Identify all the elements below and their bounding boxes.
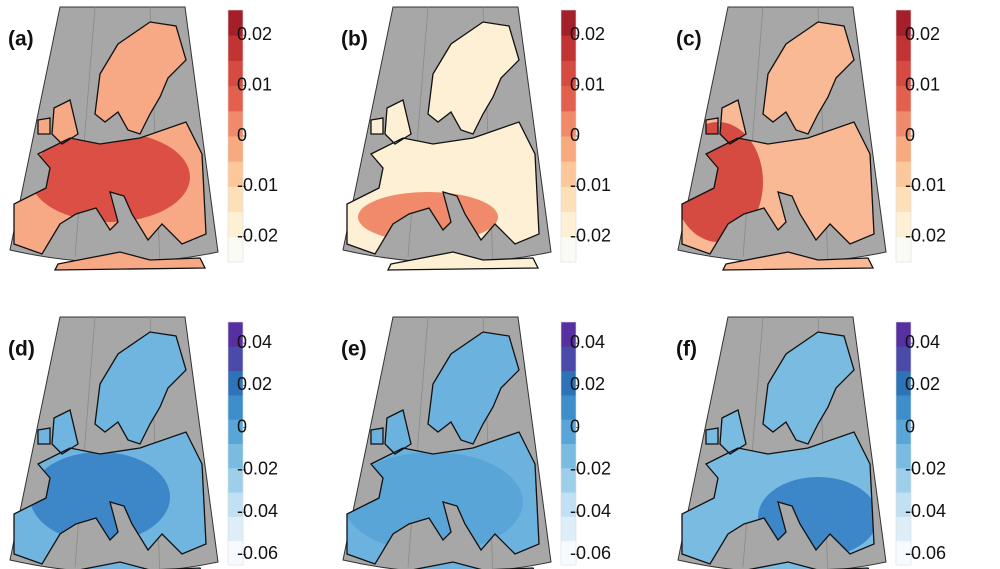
panel: (f) 0.04 0.02 0 -0.02 -0.04 -0.06 (668, 312, 946, 569)
colorbar-tick-label: -0.06 (237, 543, 278, 563)
colorbar-tick-label: 0.02 (905, 24, 940, 44)
colorbar-tick-label: -0.06 (905, 543, 946, 563)
colorbar-tick-label: -0.04 (237, 501, 278, 521)
colorbar-tick-label: 0 (237, 416, 247, 436)
colorbar-tick-label: -0.01 (905, 175, 946, 195)
panel-label: (f) (676, 338, 697, 361)
panel-label: (d) (8, 338, 35, 361)
colorbar-tick-label: 0.02 (570, 374, 605, 394)
colorbar-tick-label: 0 (237, 125, 247, 145)
panel: (a) 0.02 0.01 0 -0.01 -0.02 (0, 2, 278, 272)
figure: (a) 0.02 0.01 0 -0.01 -0.02 (b) 0.02 0.01 0 -0.01 -… (0, 0, 1000, 569)
colorbar-tick-label: 0.02 (570, 24, 605, 44)
colorbar-tick-label: -0.01 (570, 175, 611, 195)
panel-label: (e) (341, 338, 367, 361)
colorbar-tick-label: 0 (905, 125, 915, 145)
panel: (e) 0.04 0.02 0 -0.02 -0.04 -0.06 (333, 312, 611, 569)
colorbar-tick-label: -0.02 (570, 459, 611, 479)
colorbar-tick-label: -0.02 (570, 226, 611, 246)
colorbar-tick-label: 0.02 (237, 374, 272, 394)
panel-label: (a) (8, 28, 34, 51)
colorbar-tick-label: 0.04 (570, 332, 605, 352)
panel: (d) 0.04 0.02 0 -0.02 -0.04 -0.06 (0, 312, 278, 569)
panel-label: (c) (676, 28, 702, 51)
panel: (b) 0.02 0.01 0 -0.01 -0.02 (333, 2, 611, 272)
panel: (c) 0.02 0.01 0 -0.01 -0.02 (668, 2, 946, 272)
colorbar-tick-label: -0.02 (237, 226, 278, 246)
colorbar-tick-label: 0 (570, 125, 580, 145)
colorbar-tick-label: 0.01 (237, 74, 272, 94)
colorbar-tick-label: 0.01 (570, 74, 605, 94)
colorbar-tick-label: -0.02 (905, 226, 946, 246)
colorbar-tick-label: 0.02 (237, 24, 272, 44)
colorbar-tick-label: 0.04 (905, 332, 940, 352)
colorbar-tick-label: -0.02 (905, 459, 946, 479)
colorbar-tick-label: 0.01 (905, 74, 940, 94)
colorbar-tick-label: -0.02 (237, 459, 278, 479)
colorbar-tick-label: -0.04 (905, 501, 946, 521)
colorbar-tick-label: 0.04 (237, 332, 272, 352)
colorbar-tick-label: -0.06 (570, 543, 611, 563)
panel-label: (b) (341, 28, 368, 51)
colorbar-tick-label: 0 (570, 416, 580, 436)
colorbar-tick-label: 0 (905, 416, 915, 436)
colorbar-tick-label: -0.04 (570, 501, 611, 521)
colorbar-tick-label: -0.01 (237, 175, 278, 195)
colorbar-tick-label: 0.02 (905, 374, 940, 394)
